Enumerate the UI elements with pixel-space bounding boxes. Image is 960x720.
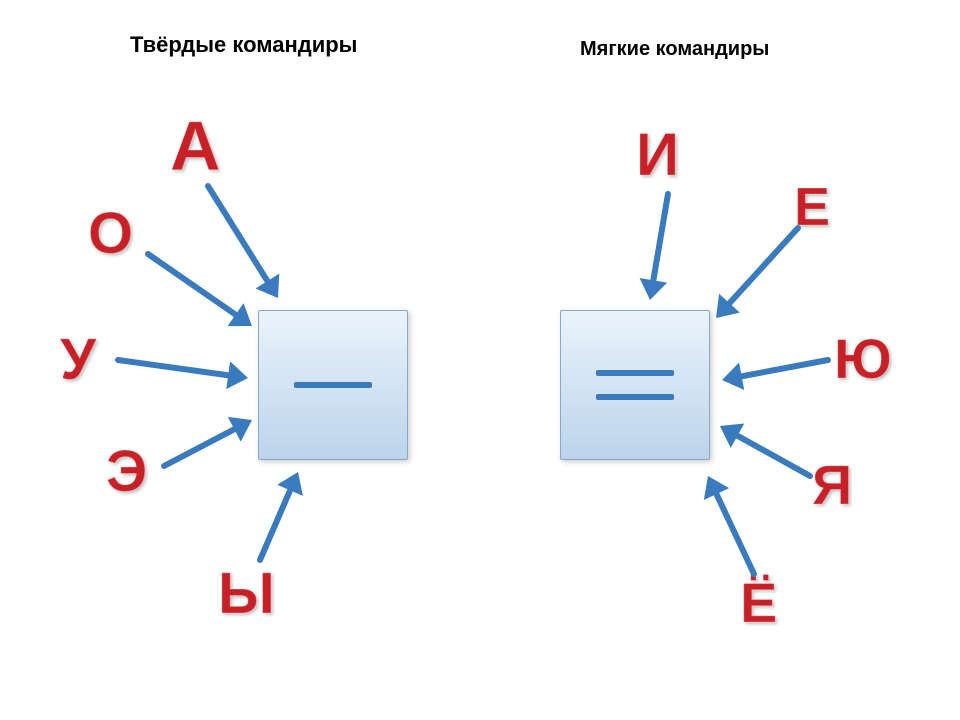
soft-arrow-3 (730, 432, 810, 476)
soft-arrowhead-2 (722, 363, 744, 391)
hard-arrow-2 (118, 360, 236, 376)
hard-letter-4: Ы (218, 560, 275, 627)
box-line (596, 370, 674, 376)
hard-arrowhead-3 (228, 417, 252, 442)
hard-letter-2: У (60, 326, 96, 393)
box-line (596, 394, 674, 400)
soft-letter-4: Ё (740, 570, 777, 635)
box-line (294, 382, 372, 388)
soft-arrowhead-3 (720, 423, 744, 447)
hard-arrowhead-4 (277, 472, 303, 496)
hard-arrowhead-2 (226, 361, 248, 389)
hard-letter-1: О (88, 200, 133, 267)
hard-arrow-1 (148, 254, 242, 319)
hard-arrowhead-1 (228, 303, 252, 326)
soft-arrowhead-1 (716, 294, 740, 318)
soft-letter-2: Ю (834, 326, 892, 391)
soft-arrowhead-0 (640, 278, 668, 300)
soft-arrow-4 (713, 487, 754, 574)
hard-arrowhead-0 (256, 274, 280, 298)
soft-letter-1: Е (794, 176, 830, 238)
hard-arrow-0 (208, 186, 272, 288)
hard-consonant-box (258, 310, 408, 460)
soft-arrowhead-4 (704, 476, 729, 500)
soft-letter-3: Я (812, 452, 852, 517)
hard-arrow-3 (164, 426, 241, 466)
hard-letter-3: Э (106, 438, 147, 505)
heading-left: Твёрдые командиры (130, 32, 357, 58)
hard-letter-0: А (170, 106, 221, 186)
hard-arrow-4 (260, 483, 293, 560)
arrows-layer (0, 0, 960, 720)
soft-arrow-0 (652, 194, 668, 288)
heading-right: Мягкие командиры (580, 38, 769, 61)
soft-consonant-box (560, 310, 710, 460)
soft-arrow-2 (734, 360, 828, 378)
soft-letter-0: И (636, 120, 679, 189)
soft-arrow-1 (724, 228, 798, 309)
